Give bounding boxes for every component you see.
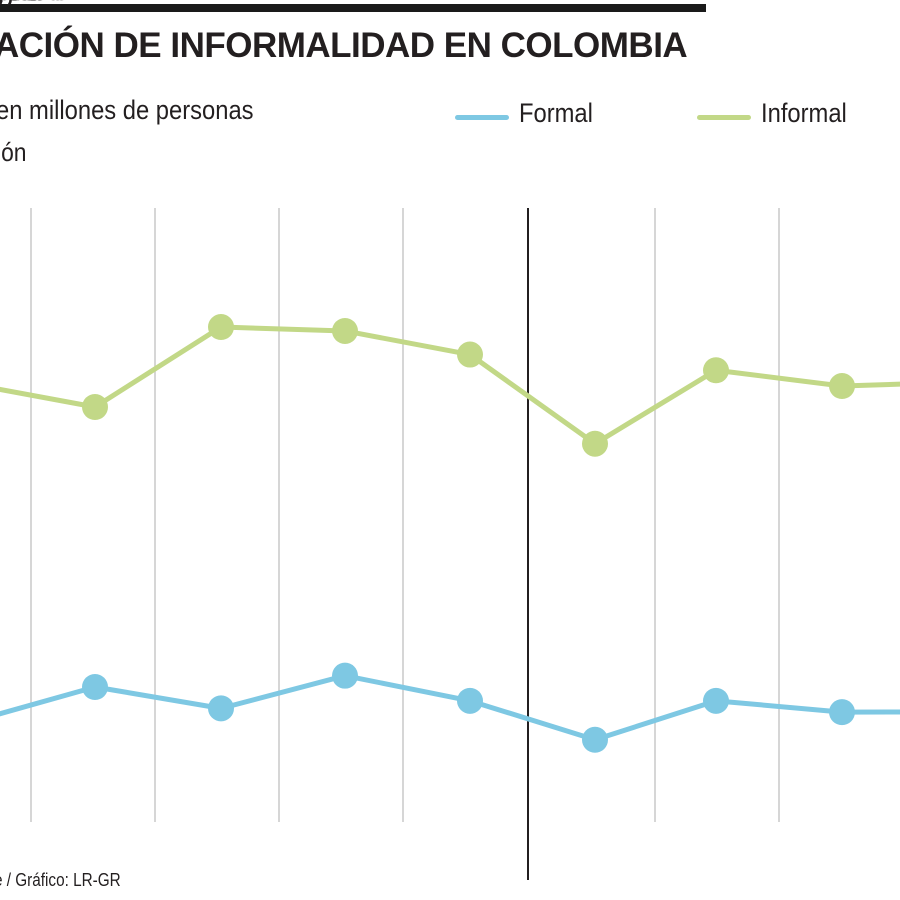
series-line-formal bbox=[0, 673, 900, 743]
value-label-formal-3: 10,96 bbox=[0, 0, 43, 8]
data-point-informal-7 bbox=[829, 373, 855, 400]
data-point-formal-6 bbox=[703, 687, 729, 714]
value-label-formal-4: 10,76 bbox=[0, 0, 43, 8]
pct-label-informal-7: 55,3% bbox=[0, 0, 35, 6]
data-point-informal-2 bbox=[208, 314, 234, 341]
value-label-informal-4: 13,45 bbox=[0, 0, 43, 8]
category-label-2: Octubre bbox=[0, 0, 48, 6]
data-point-formal-5 bbox=[582, 726, 608, 753]
pct-label-formal-3: 44,6% bbox=[0, 0, 35, 6]
category-label-3: Noviembre bbox=[0, 0, 65, 6]
value-label-formal-2: 10,7 bbox=[0, 0, 33, 8]
legend-label-formal: Formal bbox=[519, 98, 593, 128]
category-label-1: Septiembre bbox=[0, 0, 69, 6]
category-label-6: Febrero bbox=[0, 0, 47, 6]
category-label-7: Marzo bbox=[0, 0, 38, 6]
chart-subtitle: en millones de personas bbox=[0, 95, 254, 125]
chart-subtitle-secondary: ión bbox=[0, 137, 27, 167]
pct-label-formal-5: 44,7% bbox=[0, 0, 35, 6]
value-label-formal-0: 4 bbox=[0, 0, 10, 8]
data-point-informal-6 bbox=[703, 357, 729, 384]
pct-label-informal-2: 55,4% bbox=[0, 0, 35, 6]
data-point-formal-3 bbox=[332, 662, 358, 689]
data-point-formal-1 bbox=[82, 674, 108, 700]
chart-title: ACIÓN DE INFORMALIDAD EN COLOMBIA bbox=[0, 26, 688, 65]
data-point-formal-4 bbox=[457, 687, 483, 714]
pct-label-informal-1: 55,0% bbox=[0, 0, 35, 6]
category-label-4: Diciembre bbox=[0, 0, 61, 6]
pct-label-formal-1: 45,0% bbox=[0, 0, 35, 6]
data-point-formal-7 bbox=[829, 699, 855, 726]
data-point-informal-5 bbox=[582, 430, 608, 457]
data-point-formal-2 bbox=[208, 695, 234, 722]
series-line-informal bbox=[0, 324, 900, 447]
legend-label-informal: Informal bbox=[761, 98, 847, 128]
category-label-5: Enero bbox=[0, 0, 36, 6]
pct-label-formal-7: 44,7% bbox=[0, 0, 35, 6]
pct-label-formal-6: 44,7% bbox=[0, 0, 35, 6]
value-label-informal-2: 13,66 bbox=[0, 0, 43, 8]
top-rule bbox=[0, 4, 706, 12]
value-label-informal-3: 13,63 bbox=[0, 0, 43, 8]
value-label-informal-1: 13,05 bbox=[0, 0, 43, 8]
pct-label-informal-5: 55,3% bbox=[0, 0, 35, 6]
value-label-formal-5: 10,45 bbox=[0, 0, 43, 8]
value-label-informal-0: 6 bbox=[0, 0, 9, 8]
pct-label-formal-4: 44,3% bbox=[0, 0, 35, 6]
category-label-0: o bbox=[0, 0, 8, 6]
legend-swatch-informal bbox=[697, 115, 751, 120]
pct-label-informal-0: % bbox=[0, 0, 11, 6]
year-label-2025: 2025 bbox=[0, 0, 32, 7]
value-label-informal-6: 13,33 bbox=[0, 0, 43, 8]
pct-label-formal-0: % bbox=[0, 0, 11, 6]
value-label-formal-1: 10,87 bbox=[0, 0, 43, 8]
pct-label-informal-3: 55,4% bbox=[0, 0, 35, 6]
pct-label-formal-2: 44,6% bbox=[0, 0, 35, 6]
data-point-informal-4 bbox=[457, 341, 483, 368]
data-point-informal-3 bbox=[332, 317, 358, 344]
data-point-informal-1 bbox=[82, 394, 108, 420]
source-note: e / Gráfico: LR-GR bbox=[0, 870, 121, 890]
legend-swatch-formal bbox=[455, 115, 509, 120]
value-label-formal-7: 10,67 bbox=[0, 0, 43, 8]
year-label-2026: 2026 bbox=[0, 0, 32, 7]
pct-label-informal-6: 55,3% bbox=[0, 0, 35, 6]
value-label-informal-7: 13,21 bbox=[0, 0, 43, 8]
value-label-informal-5: 12,77 bbox=[0, 0, 43, 8]
pct-label-informal-4: 55,7% bbox=[0, 0, 35, 6]
value-label-formal-6: 10,76 bbox=[0, 0, 43, 8]
